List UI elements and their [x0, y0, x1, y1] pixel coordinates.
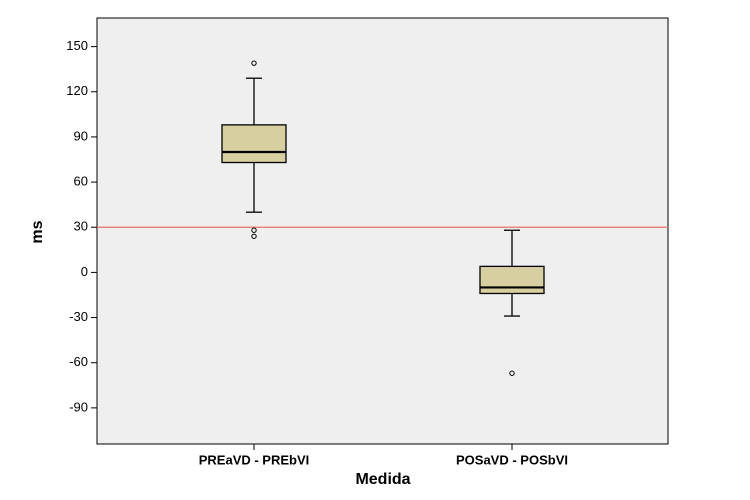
y-tick-label: -60	[69, 354, 88, 369]
plot-area	[96, 17, 669, 445]
x-axis-label: Medida	[355, 471, 410, 488]
outlier	[251, 227, 257, 233]
y-tick-label: 0	[81, 264, 88, 279]
y-tick-label: 120	[66, 83, 88, 98]
y-tick-label: 60	[74, 174, 88, 189]
y-tick-label: -90	[69, 399, 88, 414]
outlier	[251, 233, 257, 239]
y-tick-label: 30	[74, 219, 88, 234]
box	[221, 124, 287, 164]
y-tick-label: -30	[69, 309, 88, 324]
outlier	[251, 60, 257, 66]
x-tick-label: PREaVD - PREbVI	[199, 452, 310, 467]
x-tick-label: POSaVD - POSbVI	[456, 452, 568, 467]
box	[479, 265, 545, 295]
y-tick-label: 150	[66, 38, 88, 53]
y-tick-label: 90	[74, 128, 88, 143]
outlier	[509, 370, 515, 376]
y-axis-label: ms	[29, 220, 46, 243]
